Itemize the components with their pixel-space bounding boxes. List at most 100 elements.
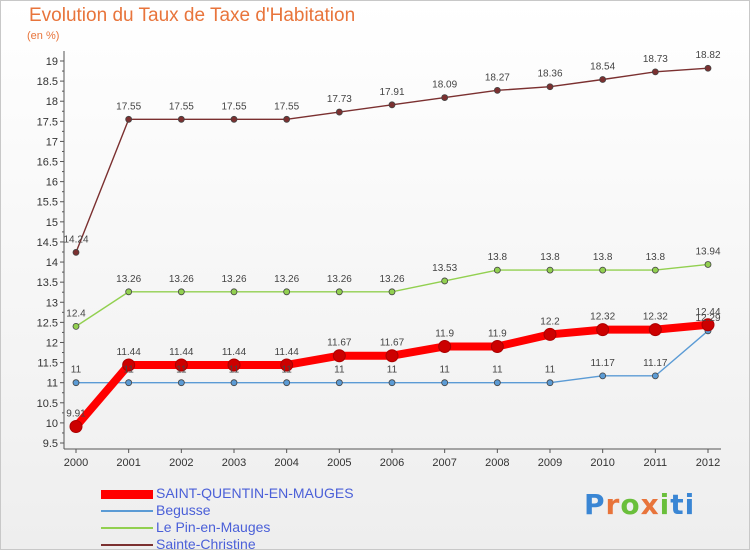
data-point: [543, 327, 557, 341]
x-tick-label: 2010: [590, 457, 614, 469]
x-tick-label: 2003: [222, 457, 246, 469]
series-le-pin-en-mauges: [72, 261, 712, 330]
data-point: [599, 266, 607, 274]
data-point: [493, 266, 501, 274]
data-label: 11.67: [380, 338, 405, 349]
data-label: 18.09: [432, 80, 457, 91]
data-label: 11: [545, 365, 556, 376]
legend-label: Begusse: [156, 502, 211, 518]
data-point: [72, 249, 80, 256]
logo-letter: o: [620, 488, 641, 521]
data-label: 17.91: [379, 87, 404, 98]
data-label: 13.8: [540, 252, 560, 263]
data-label: 12.2: [540, 316, 560, 327]
y-tick-label: 16: [46, 177, 58, 189]
x-tick-label: 2011: [644, 457, 668, 469]
data-point: [335, 288, 343, 296]
data-label: 11.9: [488, 328, 507, 339]
logo-letter: P: [584, 488, 606, 521]
y-axis-unit: (en %): [27, 30, 60, 42]
data-point: [546, 83, 554, 91]
data-label: 13.26: [169, 274, 194, 285]
data-label: 11: [229, 365, 240, 376]
data-label: 11.17: [591, 358, 616, 369]
series-saint-quentin-en-mauges: [69, 318, 715, 434]
data-point: [599, 76, 607, 83]
data-label: 18.82: [695, 50, 720, 61]
x-tick-label: 2005: [327, 457, 351, 469]
data-label: 13.26: [327, 274, 352, 285]
x-tick-label: 2000: [64, 457, 88, 469]
data-point: [385, 349, 399, 363]
y-tick-label: 10.5: [37, 398, 58, 410]
y-tick-label: 19: [46, 56, 58, 68]
data-point: [546, 379, 554, 387]
y-tick-label: 16.5: [37, 157, 58, 169]
data-point: [177, 288, 185, 296]
legend-swatch: [101, 527, 153, 529]
data-label: 12.29: [695, 313, 720, 324]
data-label: 11: [439, 365, 450, 376]
data-label: 18.54: [590, 61, 615, 72]
data-point: [596, 323, 610, 337]
data-label: 11.9: [435, 328, 454, 339]
data-point: [388, 379, 396, 387]
data-point: [701, 318, 715, 332]
data-label: 11: [492, 365, 503, 376]
data-label: 12.4: [66, 308, 86, 319]
y-tick-label: 18: [46, 96, 58, 108]
data-point: [122, 358, 136, 372]
data-label: 18.27: [485, 72, 510, 83]
logo-letter: i: [684, 488, 696, 521]
x-tick-label: 2006: [380, 457, 404, 469]
data-point: [441, 379, 449, 387]
data-label: 11: [176, 365, 187, 376]
y-tick-label: 18.5: [37, 76, 58, 88]
data-point: [388, 288, 396, 296]
y-tick-label: 12.5: [37, 317, 58, 329]
data-labels-layer: 11 11 11 11 11 11 11 11 11 11 11.17 11.17 12.29 12.4 1…: [63, 50, 720, 419]
y-tick-label: 11: [47, 378, 58, 390]
data-label: 13.94: [695, 246, 720, 257]
x-tick-label: 2012: [696, 457, 720, 469]
logo-letter: t: [670, 488, 685, 521]
data-label: 13.26: [116, 274, 141, 285]
data-label: 12.44: [695, 307, 720, 318]
data-label: 13.26: [274, 274, 299, 285]
data-point: [283, 379, 291, 387]
data-label: 13.8: [593, 252, 613, 263]
data-point: [332, 349, 346, 363]
x-tick-label: 2002: [169, 457, 193, 469]
data-label: 11.44: [169, 347, 194, 358]
legend-swatch: [101, 544, 153, 546]
data-point: [546, 266, 554, 274]
logo-letter: x: [640, 488, 660, 521]
data-label: 11.44: [222, 347, 247, 358]
data-point: [335, 108, 343, 116]
data-point: [72, 379, 80, 387]
data-label: 11: [387, 365, 398, 376]
data-point: [704, 261, 712, 268]
data-point: [125, 379, 133, 387]
data-label: 13.53: [432, 263, 457, 274]
data-point: [280, 358, 294, 372]
y-tick-label: 10: [46, 418, 58, 430]
y-tick-label: 13: [46, 297, 58, 309]
data-point: [125, 288, 133, 296]
data-label: 13.26: [221, 274, 246, 285]
data-label: 11.44: [117, 347, 142, 358]
y-tick-label: 11.5: [37, 358, 58, 370]
legend-label: Sainte-Christine: [156, 536, 256, 552]
data-point: [493, 86, 501, 94]
y-tick-label: 17: [46, 136, 58, 148]
legend-swatch: [101, 489, 153, 499]
data-point: [230, 379, 238, 387]
legend-label: Le Pin-en-Mauges: [156, 519, 271, 535]
logo-letter: i: [659, 488, 671, 521]
data-point: [230, 115, 238, 123]
data-label: 14.24: [63, 234, 88, 245]
data-point: [230, 288, 238, 296]
y-tick-label: 15.5: [37, 197, 58, 209]
data-point: [283, 115, 291, 123]
